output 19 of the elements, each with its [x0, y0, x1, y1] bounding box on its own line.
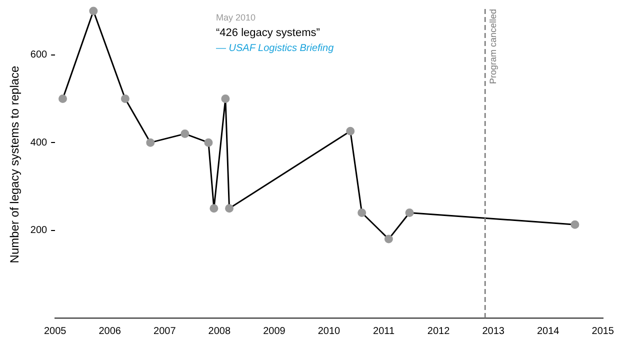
- x-tick-label: 2010: [318, 326, 341, 337]
- x-tick-label: 2014: [536, 326, 560, 337]
- y-tick-label: 400: [30, 137, 48, 148]
- x-tick-label: 2005: [44, 326, 67, 337]
- x-tick-label: 2008: [208, 326, 231, 337]
- x-tick-label: 2013: [482, 326, 505, 337]
- annotation: “426 legacy systems”: [216, 27, 320, 40]
- annotation: May 2010: [216, 12, 256, 22]
- x-tick-label: 2015: [592, 326, 614, 337]
- x-tick-label: 2007: [154, 326, 176, 337]
- x-tick-label: 2011: [373, 326, 395, 337]
- y-axis-title: Number of legacy systems to replace: [8, 65, 22, 264]
- x-tick-label: 2006: [98, 326, 122, 337]
- y-tick-label: 200: [30, 225, 48, 236]
- x-tick-label: 2009: [263, 326, 286, 337]
- annotation: — USAF Logistics Briefing: [215, 42, 334, 54]
- ref-line-label: Program cancelled: [488, 9, 498, 84]
- x-tick-label: 2012: [427, 326, 450, 337]
- y-tick-label: 600: [30, 50, 48, 61]
